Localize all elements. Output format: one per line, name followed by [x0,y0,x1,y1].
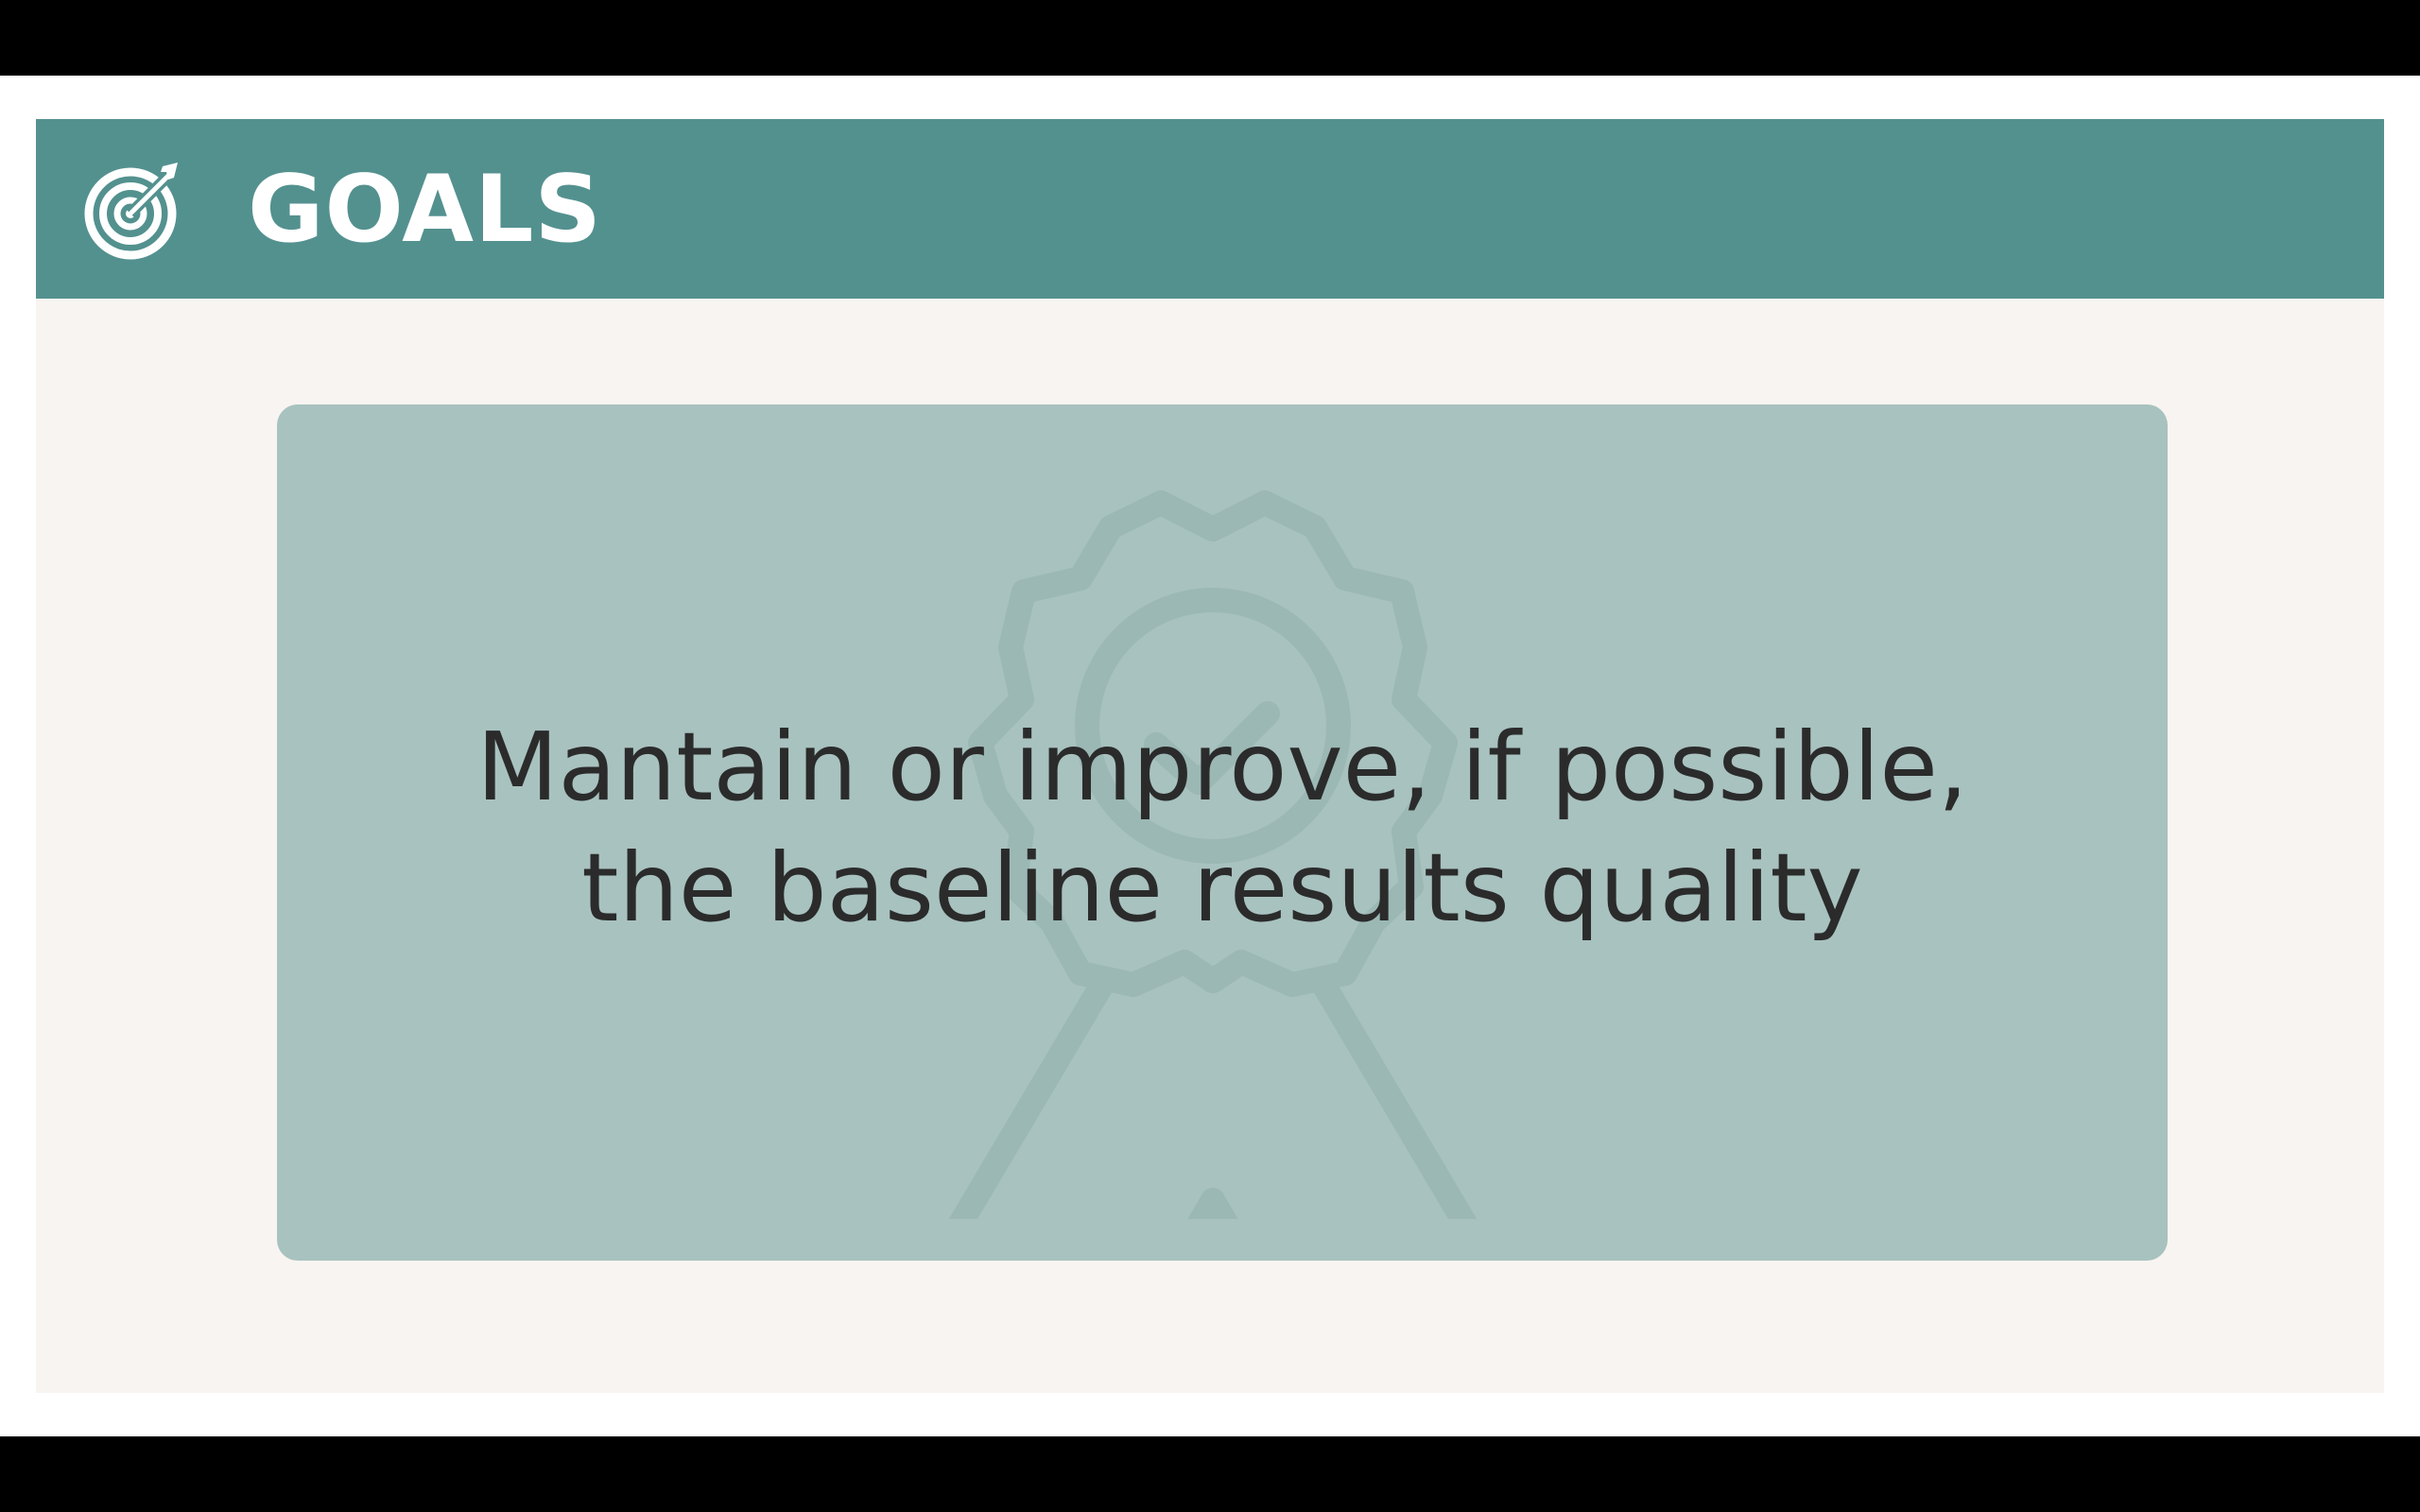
goal-line-1: Mantain or improve, if possible, [476,712,1968,822]
letterbox-bottom [0,1436,2420,1512]
award-ribbon-icon [948,490,1478,1219]
header-band: GOALS [36,119,2384,299]
slide-title: GOALS [248,156,602,264]
goal-statement: Mantain or improve, if possible, the bas… [277,707,2168,949]
slide: GOALS Mantain or improve, if possible, t… [36,119,2384,1393]
goal-line-2: the baseline results quality [581,833,1863,943]
target-arrow-icon [84,163,178,260]
letterbox-top [0,0,2420,76]
goal-card: Mantain or improve, if possible, the bas… [277,404,2168,1261]
